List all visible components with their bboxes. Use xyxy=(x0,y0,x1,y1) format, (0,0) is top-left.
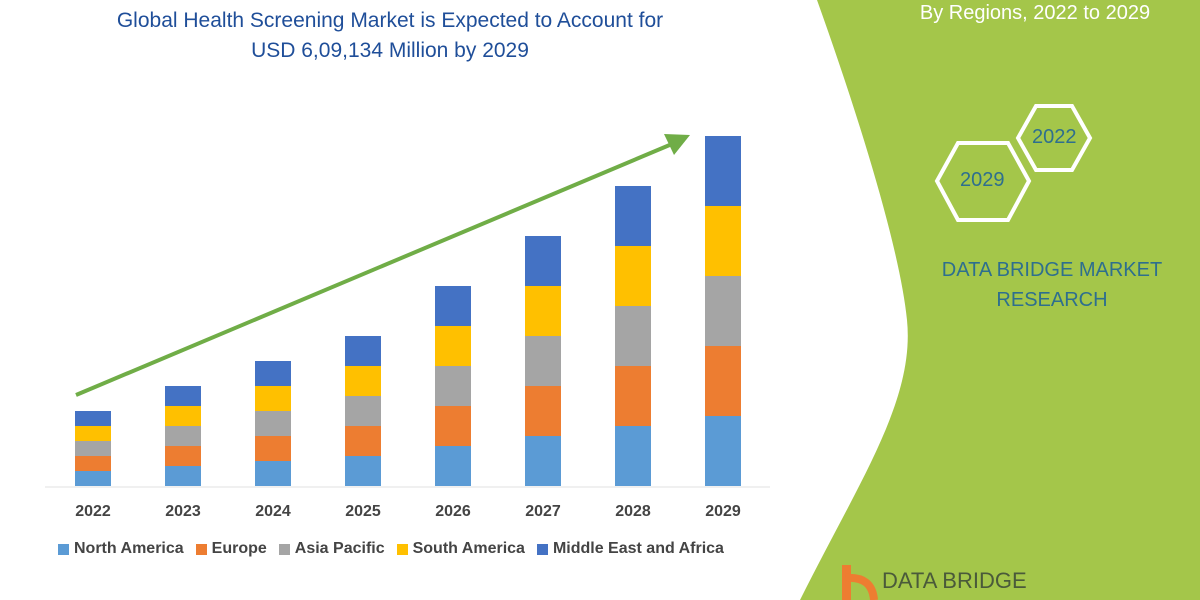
bar-segment-2025-1 xyxy=(345,426,381,456)
bar-segment-2023-3 xyxy=(165,406,201,426)
x-tick-label: 2022 xyxy=(75,503,111,520)
brand-line-1: DATA BRIDGE MARKET xyxy=(941,259,1163,281)
bar-segment-2027-2 xyxy=(525,336,561,386)
legend-label: South America xyxy=(412,540,525,557)
hex-label-2029: 2029 xyxy=(960,169,1005,191)
bar-segment-2027-3 xyxy=(525,286,561,336)
bar-segment-2023-4 xyxy=(165,386,201,406)
x-tick-label: 2025 xyxy=(345,503,381,520)
bar-segment-2022-3 xyxy=(75,426,111,441)
bars xyxy=(75,136,741,486)
legend-item-europe: Europe xyxy=(195,540,267,558)
chart-title: Global Health Screening Market is Expect… xyxy=(40,6,740,66)
bar-segment-2022-1 xyxy=(75,456,111,471)
bar-segment-2029-3 xyxy=(705,206,741,276)
hex-label-2022: 2022 xyxy=(1032,126,1077,148)
bar-segment-2025-2 xyxy=(345,396,381,426)
bar-segment-2024-2 xyxy=(255,411,291,436)
title-line-1: Global Health Screening Market is Expect… xyxy=(116,9,664,32)
x-tick-label: 2029 xyxy=(705,503,741,520)
legend-swatch xyxy=(278,543,290,555)
legend-label: Europe xyxy=(211,540,267,557)
bar-segment-2026-2 xyxy=(435,366,471,406)
bar-segment-2028-4 xyxy=(615,186,651,246)
legend-swatch xyxy=(58,543,69,555)
bar-segment-2024-1 xyxy=(255,436,291,461)
bar-segment-2022-0 xyxy=(75,471,111,486)
bar-segment-2025-4 xyxy=(345,336,381,366)
legend-item-asia-pacific: Asia Pacific xyxy=(278,540,385,558)
x-tick-label: 2023 xyxy=(165,503,201,520)
legend: North America Europe Asia Pacific South … xyxy=(58,540,724,558)
legend-label: North America xyxy=(74,540,184,557)
bar-segment-2023-2 xyxy=(165,426,201,446)
legend-item-south-america: South America xyxy=(396,540,525,558)
bar-segment-2029-0 xyxy=(705,416,741,486)
bar-segment-2029-2 xyxy=(705,276,741,346)
bar-segment-2027-4 xyxy=(525,236,561,286)
bar-segment-2024-4 xyxy=(255,361,291,386)
bar-segment-2025-3 xyxy=(345,366,381,396)
bar-segment-2023-1 xyxy=(165,446,201,466)
legend-swatch xyxy=(195,543,207,555)
bar-segment-2024-3 xyxy=(255,386,291,411)
bar-segment-2022-4 xyxy=(75,411,111,426)
bar-segment-2023-0 xyxy=(165,466,201,486)
bar-segment-2026-1 xyxy=(435,406,471,446)
bar-segment-2029-4 xyxy=(705,136,741,206)
bar-segment-2024-0 xyxy=(255,461,291,486)
legend-swatch xyxy=(396,543,408,555)
logo-text: DATA BRIDGE xyxy=(882,568,1027,593)
bar-segment-2028-0 xyxy=(615,426,651,486)
legend-label: Middle East and Africa xyxy=(552,540,724,557)
hexagon-2029 xyxy=(934,141,1032,222)
title-line-2: USD 6,09,134 Million by 2029 xyxy=(251,39,529,62)
brand-line-2: RESEARCH xyxy=(996,289,1108,311)
trend-arrow xyxy=(75,134,690,397)
x-tick-label: 2027 xyxy=(525,503,561,520)
x-tick-label: 2028 xyxy=(615,503,651,520)
legend-item-north-america: North America xyxy=(58,540,184,558)
bar-segment-2028-1 xyxy=(615,366,651,426)
bar-segment-2026-4 xyxy=(435,286,471,326)
bar-segment-2027-0 xyxy=(525,436,561,486)
side-subtitle: By Regions, 2022 to 2029 xyxy=(919,2,1151,24)
bar-segment-2027-1 xyxy=(525,386,561,436)
brand-name: DATA BRIDGE MARKET RESEARCH xyxy=(920,255,1184,315)
logo-mark xyxy=(842,565,878,600)
bar-segment-2029-1 xyxy=(705,346,741,416)
bar-segment-2028-3 xyxy=(615,246,651,306)
green-side-panel xyxy=(800,0,1200,600)
bar-segment-2022-2 xyxy=(75,441,111,456)
hexagon-2022 xyxy=(1015,104,1093,172)
bar-segment-2026-0 xyxy=(435,446,471,486)
bar-segment-2025-0 xyxy=(345,456,381,486)
legend-item-middle-east-africa: Middle East and Africa xyxy=(536,540,724,558)
bar-segment-2026-3 xyxy=(435,326,471,366)
legend-swatch xyxy=(536,543,548,555)
legend-label: Asia Pacific xyxy=(294,540,385,557)
bar-segment-2028-2 xyxy=(615,306,651,366)
x-tick-label: 2024 xyxy=(255,503,291,520)
x-tick-label: 2026 xyxy=(435,503,471,520)
